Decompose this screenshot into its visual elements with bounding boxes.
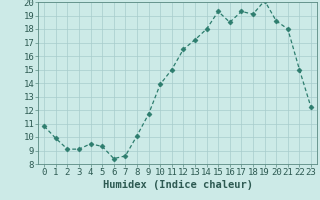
X-axis label: Humidex (Indice chaleur): Humidex (Indice chaleur) bbox=[103, 180, 252, 190]
